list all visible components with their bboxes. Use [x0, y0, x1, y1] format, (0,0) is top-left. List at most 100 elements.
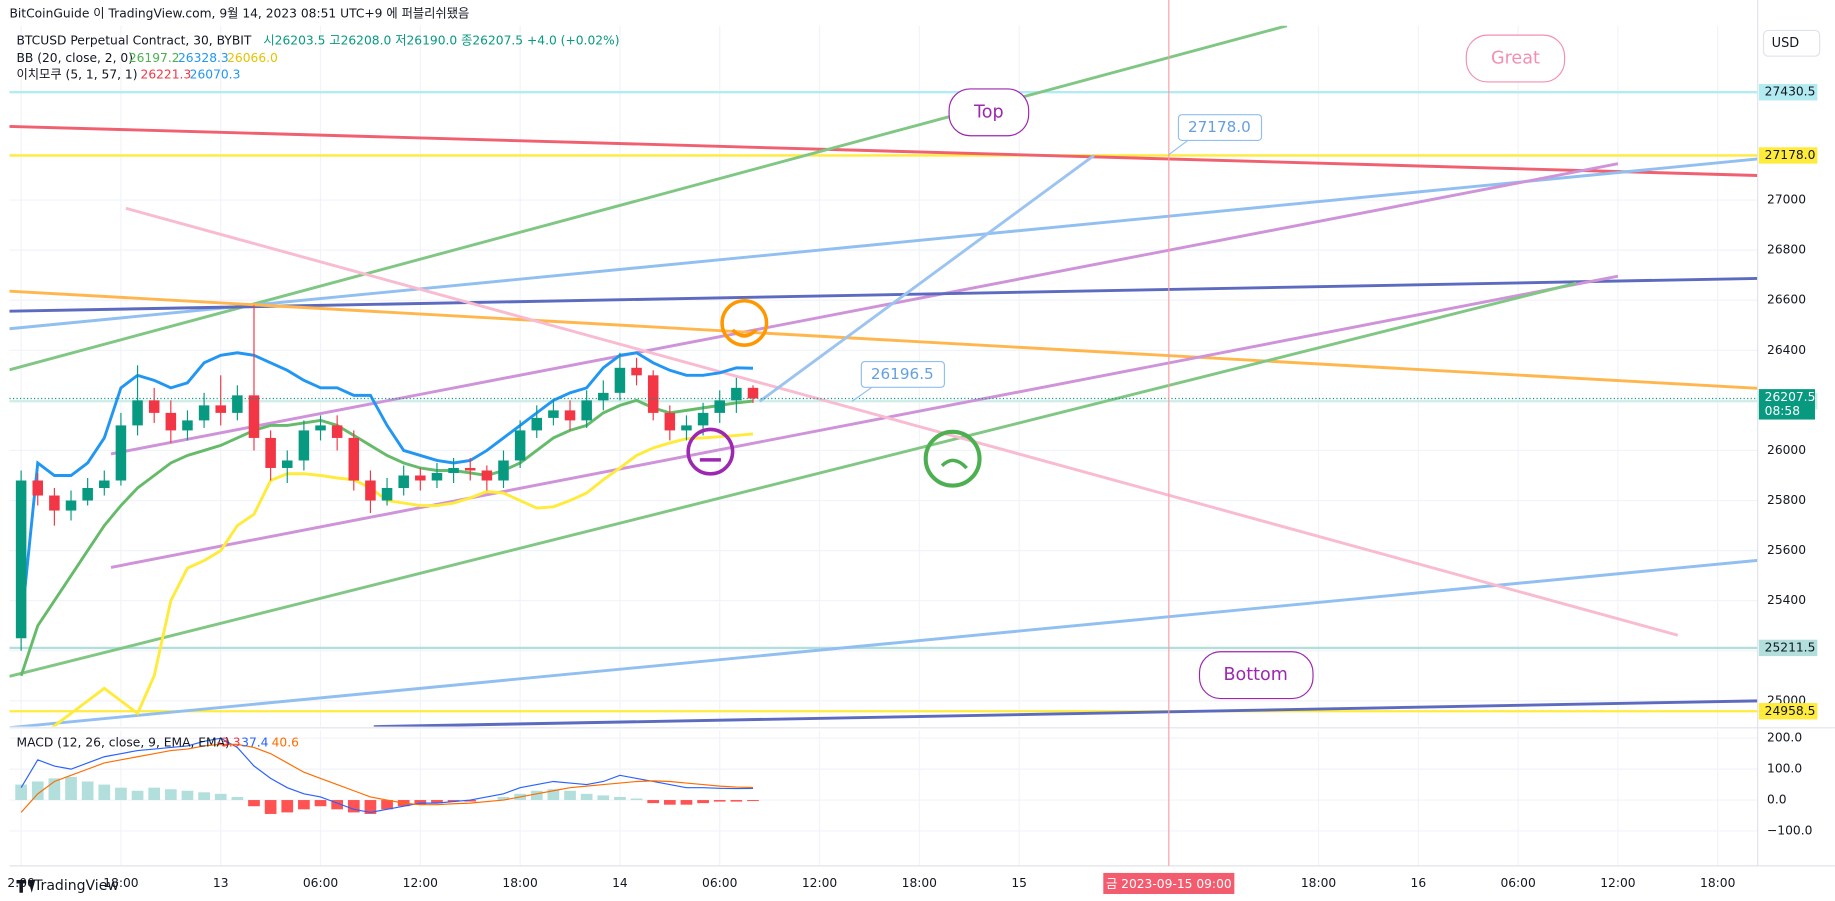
macd-bar	[148, 787, 161, 801]
candle-body	[681, 425, 692, 431]
macd-legend: 37.4	[241, 736, 269, 750]
candle-body	[731, 387, 742, 401]
candle-body	[315, 425, 326, 431]
x-tick-label: 18:00	[502, 876, 537, 890]
candle-body	[132, 400, 143, 426]
bb-value: 26066.0	[227, 51, 278, 65]
candle-body	[232, 395, 243, 413]
ichimoku-title: 이치모쿠 (5, 1, 57, 1)	[17, 67, 138, 81]
candle-body	[514, 430, 526, 461]
trend-line	[9, 157, 1758, 331]
candle-body	[82, 488, 93, 501]
y-tick-label: 26400	[1767, 343, 1806, 357]
macd-bar	[98, 784, 111, 801]
x-tick-label: 12:00	[1600, 876, 1635, 890]
macd-bar	[331, 800, 344, 810]
last-price-box	[1758, 389, 1815, 420]
trend-line	[9, 25, 1288, 372]
macd-bar	[347, 800, 360, 813]
candle-body	[365, 480, 376, 501]
macd-bar	[131, 790, 144, 801]
candle-body	[614, 367, 626, 393]
last-price-label: 26207.5	[1765, 390, 1816, 404]
macd-bar	[697, 800, 709, 804]
macd-bar	[630, 798, 643, 801]
y-tick-label: 26800	[1767, 243, 1806, 257]
candle-body	[15, 480, 27, 639]
macd-bar	[231, 796, 244, 801]
x-tick-label: 18:00	[1700, 876, 1735, 890]
macd-bar	[31, 781, 44, 801]
y-tick-label: −100.0	[1767, 823, 1812, 837]
macd-bar	[181, 790, 194, 801]
candle-body	[598, 392, 609, 401]
emoji	[940, 458, 968, 470]
macd-bar	[314, 800, 327, 807]
x-tick-label: 06:00	[303, 876, 338, 890]
macd-bar	[747, 800, 759, 802]
macd-title: MACD (12, 26, close, 9, EMA, EMA)	[17, 736, 230, 750]
trend-line	[373, 699, 1758, 727]
x-tick-label: 18:00	[902, 876, 937, 890]
macd-bar	[564, 790, 576, 801]
macd-legend: 40.6	[272, 736, 300, 750]
macd-bar	[264, 800, 277, 814]
x-tick-label: 14	[612, 876, 628, 890]
candle-body	[348, 437, 360, 481]
macd-bar	[364, 800, 377, 814]
macd-bar	[663, 800, 676, 805]
y-tick-label: 25400	[1767, 593, 1806, 607]
emoji	[923, 429, 982, 488]
candle-body	[498, 460, 509, 481]
ichimoku-value: 26221.3	[141, 67, 192, 81]
candle-body	[531, 417, 543, 431]
y-tick-label: 26000	[1767, 443, 1806, 457]
y-tick-label: 25800	[1767, 493, 1806, 507]
callout-box	[1177, 114, 1263, 142]
published: BitCoinGuide 이 TradingView.com, 9월 14, 2…	[9, 7, 469, 21]
currency[interactable]: USD	[1772, 36, 1800, 51]
trend-line	[9, 558, 1758, 727]
callout: 26196.5	[871, 365, 934, 383]
macd-bar	[381, 800, 393, 810]
currency-box[interactable]	[1762, 29, 1821, 57]
level-label-box	[1758, 84, 1818, 101]
y-tick-label: 26600	[1767, 293, 1806, 307]
macd-bar	[530, 790, 543, 801]
emoji	[720, 298, 769, 347]
y-tick-label: 0.0	[1767, 793, 1787, 807]
candle-body	[198, 405, 210, 421]
bb-title: BB (20, close, 2, 0)	[17, 51, 134, 65]
macd-bar	[65, 776, 77, 801]
axes: 2500025200254002560025800260002620026400…	[7, 0, 1818, 894]
trend-line	[125, 206, 1679, 637]
callout-box	[1198, 651, 1314, 700]
candle-body	[448, 467, 459, 473]
x-tick-label: 18:00	[1301, 876, 1336, 890]
candle-body	[182, 420, 193, 431]
macd-bar	[713, 800, 726, 802]
candle-body	[381, 488, 393, 501]
macd-bar	[497, 796, 510, 801]
macd-bar	[464, 800, 477, 802]
level-label: 24958.5	[1765, 704, 1816, 718]
callouts: Top Bottom Great 27178.0 26196.5	[686, 34, 1566, 700]
trend-line	[9, 276, 1758, 313]
x-tick-label: 15	[1011, 876, 1027, 890]
emoji	[731, 328, 758, 338]
macd-legend: -3.3	[217, 736, 241, 750]
x-tick-label: 18:00	[103, 876, 138, 890]
candle-body	[697, 412, 709, 426]
callout-pointer	[851, 386, 873, 402]
indicator-line	[19, 351, 754, 626]
y-tick-label: 27000	[1767, 193, 1806, 207]
macd-bar	[81, 781, 94, 801]
trend-line	[9, 289, 1758, 390]
candle-body	[581, 400, 592, 421]
candle-body	[49, 495, 60, 511]
candle-body	[481, 470, 493, 481]
signal-line	[20, 743, 754, 813]
level-label: 27430.5	[1765, 85, 1816, 99]
